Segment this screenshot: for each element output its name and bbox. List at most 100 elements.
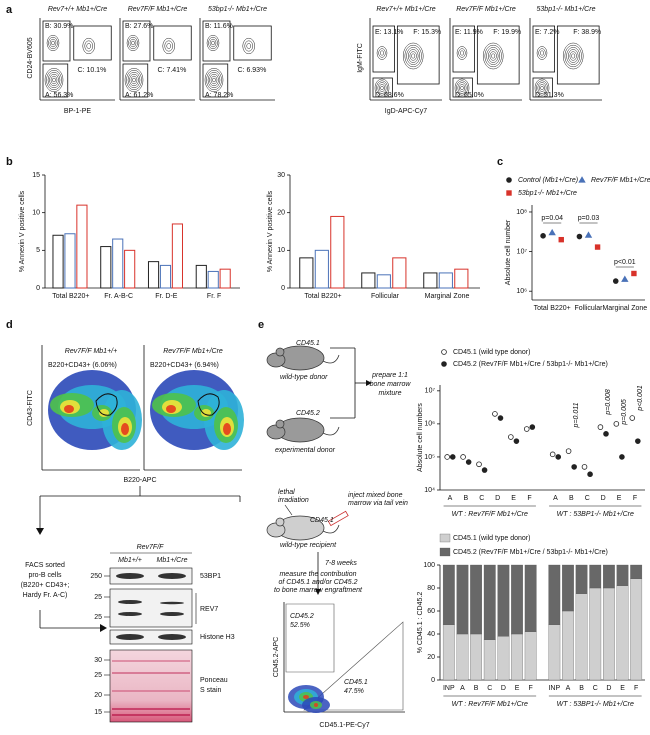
contour	[126, 34, 140, 52]
ponceau-band	[112, 714, 190, 716]
point	[497, 415, 504, 421]
y-tick-label: 5	[36, 247, 40, 254]
bar	[219, 268, 231, 289]
axis-label: IgM-FITC	[357, 43, 364, 73]
x-tick-label: INP	[548, 685, 560, 692]
contour	[164, 40, 173, 52]
bar	[171, 223, 183, 289]
x-tick-label: C	[593, 685, 598, 692]
gate-label: B: 27.6%	[125, 23, 153, 30]
contour	[212, 77, 216, 83]
contour	[402, 42, 424, 70]
point	[506, 177, 512, 183]
mouse	[275, 347, 285, 357]
contour	[456, 80, 468, 96]
y-tick-label: 10	[32, 210, 40, 217]
axis-label: Absolute cell number	[505, 219, 512, 285]
gate-label: B: 11.6%	[205, 23, 233, 30]
gate-label: F: 19.9%	[493, 29, 521, 36]
point	[481, 467, 488, 473]
contour	[489, 51, 497, 61]
plot-title: Rev7F/F Mb1+/Cre	[163, 348, 223, 355]
bar-segment	[497, 564, 510, 637]
contour	[206, 70, 222, 90]
y-tick-label: 30	[277, 172, 285, 179]
bar-segment	[616, 585, 629, 681]
ponceau-band	[112, 672, 190, 674]
contour	[209, 73, 219, 87]
group-label: WT : Rev7F/F Mb1+/Cre	[452, 701, 528, 708]
contour	[242, 37, 255, 55]
point	[460, 454, 466, 460]
syringe	[327, 510, 349, 527]
contour	[491, 53, 496, 59]
annotation: p=0.005	[621, 399, 628, 426]
mouse	[275, 517, 285, 527]
bar-segment	[562, 610, 574, 681]
x-tick-label: D	[495, 495, 500, 502]
gate-label: B220+CD43+ (6.94%)	[150, 362, 219, 369]
marker-label: 20	[94, 692, 102, 699]
bar	[423, 272, 438, 289]
contour	[124, 68, 144, 92]
legend-swatch	[439, 547, 451, 557]
contour	[376, 80, 388, 96]
bar-segment	[470, 564, 482, 635]
bar	[438, 272, 453, 289]
band	[118, 600, 142, 604]
gate	[42, 20, 71, 62]
contour	[51, 40, 55, 46]
contour	[376, 46, 388, 60]
contour	[84, 40, 93, 52]
step-text: to bone marrow engraftment	[274, 587, 363, 594]
bar-segment	[442, 564, 455, 625]
gate	[42, 63, 69, 98]
gate-label: B: 30.9%	[45, 23, 73, 30]
y-tick-label: 10⁶	[516, 288, 527, 295]
protein-label: 53BP1	[200, 573, 221, 580]
arrowhead	[36, 528, 44, 535]
contour	[456, 46, 468, 60]
contour	[569, 51, 577, 61]
marker-label: 30	[94, 657, 102, 664]
bar	[147, 261, 160, 289]
point	[565, 448, 572, 454]
bar	[100, 246, 112, 289]
bar	[207, 270, 219, 289]
contour	[44, 68, 64, 92]
bar	[159, 264, 172, 289]
point	[540, 233, 546, 239]
panel-label: b	[6, 156, 13, 168]
marker-label: 25	[94, 594, 102, 601]
density	[314, 703, 318, 707]
bar-segment	[511, 633, 523, 681]
contour	[244, 40, 253, 52]
bar-segment	[548, 564, 561, 625]
panel-label: a	[6, 4, 13, 16]
contour	[411, 53, 416, 59]
band	[160, 601, 184, 605]
contour	[406, 47, 421, 65]
contour	[207, 71, 221, 89]
point	[506, 190, 512, 196]
annotation: p<0.01	[614, 259, 636, 266]
point	[555, 454, 562, 460]
sort-text: (B220+ CD43+;	[21, 582, 70, 589]
point	[444, 454, 450, 460]
gate-label: D: 68.6%	[375, 92, 404, 99]
gate	[202, 63, 229, 98]
y-tick-label: 20	[277, 210, 285, 217]
point	[603, 431, 609, 437]
contour	[206, 34, 220, 52]
contour	[46, 34, 60, 52]
legend-label: CD45.2 (Rev7F/F Mb1+/Cre / 53bp1-/- Mb1+…	[453, 361, 608, 368]
arrowhead	[366, 380, 372, 386]
plot-title: Rev7F/F Mb1+/Cre	[128, 6, 188, 13]
blot	[109, 588, 193, 628]
point	[631, 270, 637, 277]
x-tick-label: Follicular	[371, 293, 400, 300]
point	[597, 424, 604, 430]
contour	[162, 37, 175, 55]
contour	[47, 71, 61, 89]
bar	[112, 238, 124, 289]
